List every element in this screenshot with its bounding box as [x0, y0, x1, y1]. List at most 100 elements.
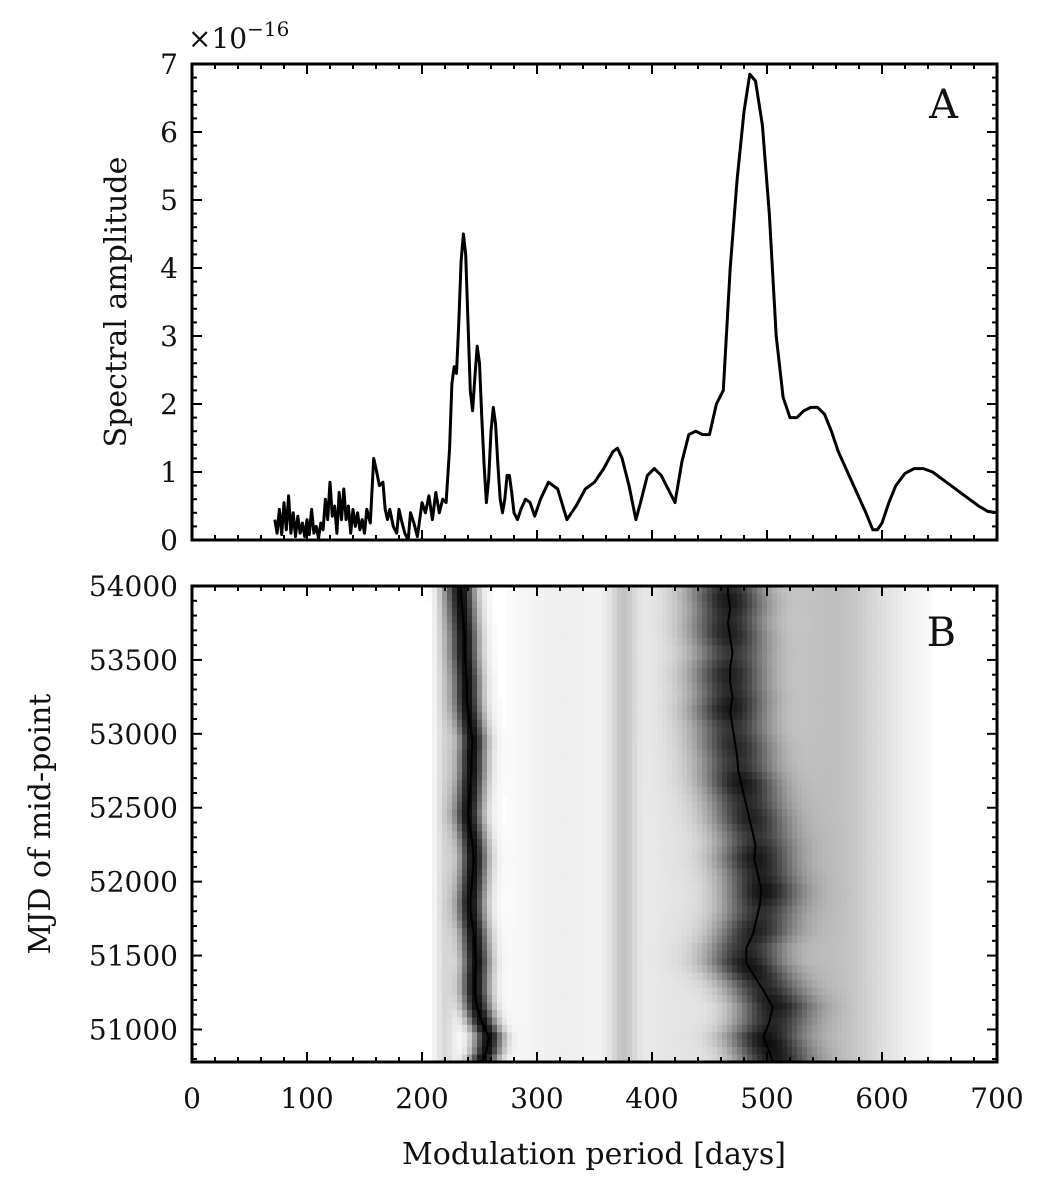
heatmap-cell — [702, 898, 708, 907]
heatmap-cell — [547, 883, 553, 892]
heatmap-cell — [627, 593, 633, 602]
heatmap-cell — [697, 920, 703, 929]
heatmap-cell — [802, 786, 808, 795]
heatmap-cell — [922, 794, 928, 803]
heatmap-cell — [447, 593, 453, 602]
spectral-amplitude-line — [273, 72, 997, 540]
heatmap-cell — [492, 623, 498, 632]
heatmap-cell — [852, 846, 858, 855]
heatmap-cell — [647, 645, 653, 654]
heatmap-cell — [687, 652, 693, 661]
heatmap-cell — [642, 883, 648, 892]
heatmap-cell — [442, 801, 448, 810]
heatmap-cell — [607, 920, 613, 929]
heatmap-cell — [927, 712, 933, 721]
heatmap-cell — [642, 928, 648, 937]
heatmap-cell — [582, 749, 588, 758]
heatmap-cell — [607, 928, 613, 937]
heatmap-cell — [617, 920, 623, 929]
heatmap-cell — [777, 868, 783, 877]
heatmap-cell — [567, 905, 573, 914]
heatmap-cell — [637, 608, 643, 617]
heatmap-cell — [572, 734, 578, 743]
heatmap-cell — [567, 705, 573, 714]
heatmap-cell — [657, 935, 663, 944]
heatmap-cell — [897, 638, 903, 647]
heatmap-cell — [597, 794, 603, 803]
heatmap-cell — [637, 786, 643, 795]
heatmap-cell — [457, 779, 463, 788]
heatmap-cell — [657, 690, 663, 699]
heatmap-cell — [847, 816, 853, 825]
heatmap-cell — [647, 652, 653, 661]
heatmap-cell — [627, 608, 633, 617]
heatmap-cell — [677, 905, 683, 914]
heatmap-cell — [722, 734, 728, 743]
heatmap-cell — [512, 690, 518, 699]
heatmap-cell — [702, 638, 708, 647]
heatmap-cell — [522, 630, 528, 639]
heatmap-cell — [917, 898, 923, 907]
heatmap-cell — [672, 682, 678, 691]
heatmap-cell — [792, 719, 798, 728]
heatmap-cell — [817, 764, 823, 773]
heatmap-cell — [662, 638, 668, 647]
heatmap-cell — [802, 690, 808, 699]
heatmap-cell — [727, 652, 733, 661]
heatmap-cell — [437, 809, 443, 818]
heatmap-cell — [877, 586, 883, 595]
heatmap-cell — [697, 608, 703, 617]
heatmap-cell — [837, 682, 843, 691]
heatmap-cell — [827, 913, 833, 922]
heatmap-cell — [792, 816, 798, 825]
heatmap-cell — [852, 742, 858, 751]
heatmap-cell — [922, 697, 928, 706]
heatmap-cell — [777, 690, 783, 699]
heatmap-cell — [587, 608, 593, 617]
heatmap-cell — [467, 600, 473, 609]
heatmap-cell — [652, 757, 658, 766]
heatmap-cell — [582, 935, 588, 944]
heatmap-cell — [742, 816, 748, 825]
heatmap-cell — [917, 831, 923, 840]
heatmap-cell — [757, 868, 763, 877]
heatmap-cell — [672, 838, 678, 847]
heatmap-cell — [492, 638, 498, 647]
heatmap-cell — [837, 831, 843, 840]
heatmap-cell — [602, 712, 608, 721]
heatmap-cell — [617, 727, 623, 736]
heatmap-cell — [742, 831, 748, 840]
heatmap-cell — [907, 868, 913, 877]
heatmap-cell — [752, 712, 758, 721]
heatmap-cell — [837, 697, 843, 706]
heatmap-cell — [622, 890, 628, 899]
heatmap-cell — [597, 816, 603, 825]
heatmap-cell — [452, 928, 458, 937]
heatmap-cell — [682, 838, 688, 847]
heatmap-cell — [512, 593, 518, 602]
heatmap-cell — [707, 890, 713, 899]
heatmap-cell — [622, 846, 628, 855]
heatmap-cell — [672, 734, 678, 743]
heatmap-cell — [657, 883, 663, 892]
heatmap-cell — [672, 727, 678, 736]
heatmap-cell — [717, 905, 723, 914]
heatmap-cell — [537, 690, 543, 699]
heatmap-cell — [842, 719, 848, 728]
heatmap-cell — [677, 831, 683, 840]
heatmap-cell — [742, 824, 748, 833]
heatmap-cell — [897, 712, 903, 721]
heatmap-cell — [522, 667, 528, 676]
heatmap-cell — [492, 890, 498, 899]
heatmap-cell — [907, 660, 913, 669]
heatmap-cell — [842, 764, 848, 773]
heatmap-cell — [672, 943, 678, 952]
heatmap-cell — [837, 608, 843, 617]
heatmap-cell — [877, 712, 883, 721]
heatmap-cell — [472, 638, 478, 647]
heatmap-cell — [792, 928, 798, 937]
heatmap-cell — [567, 786, 573, 795]
heatmap-cell — [542, 928, 548, 937]
heatmap-cell — [627, 705, 633, 714]
heatmap-cell — [477, 816, 483, 825]
